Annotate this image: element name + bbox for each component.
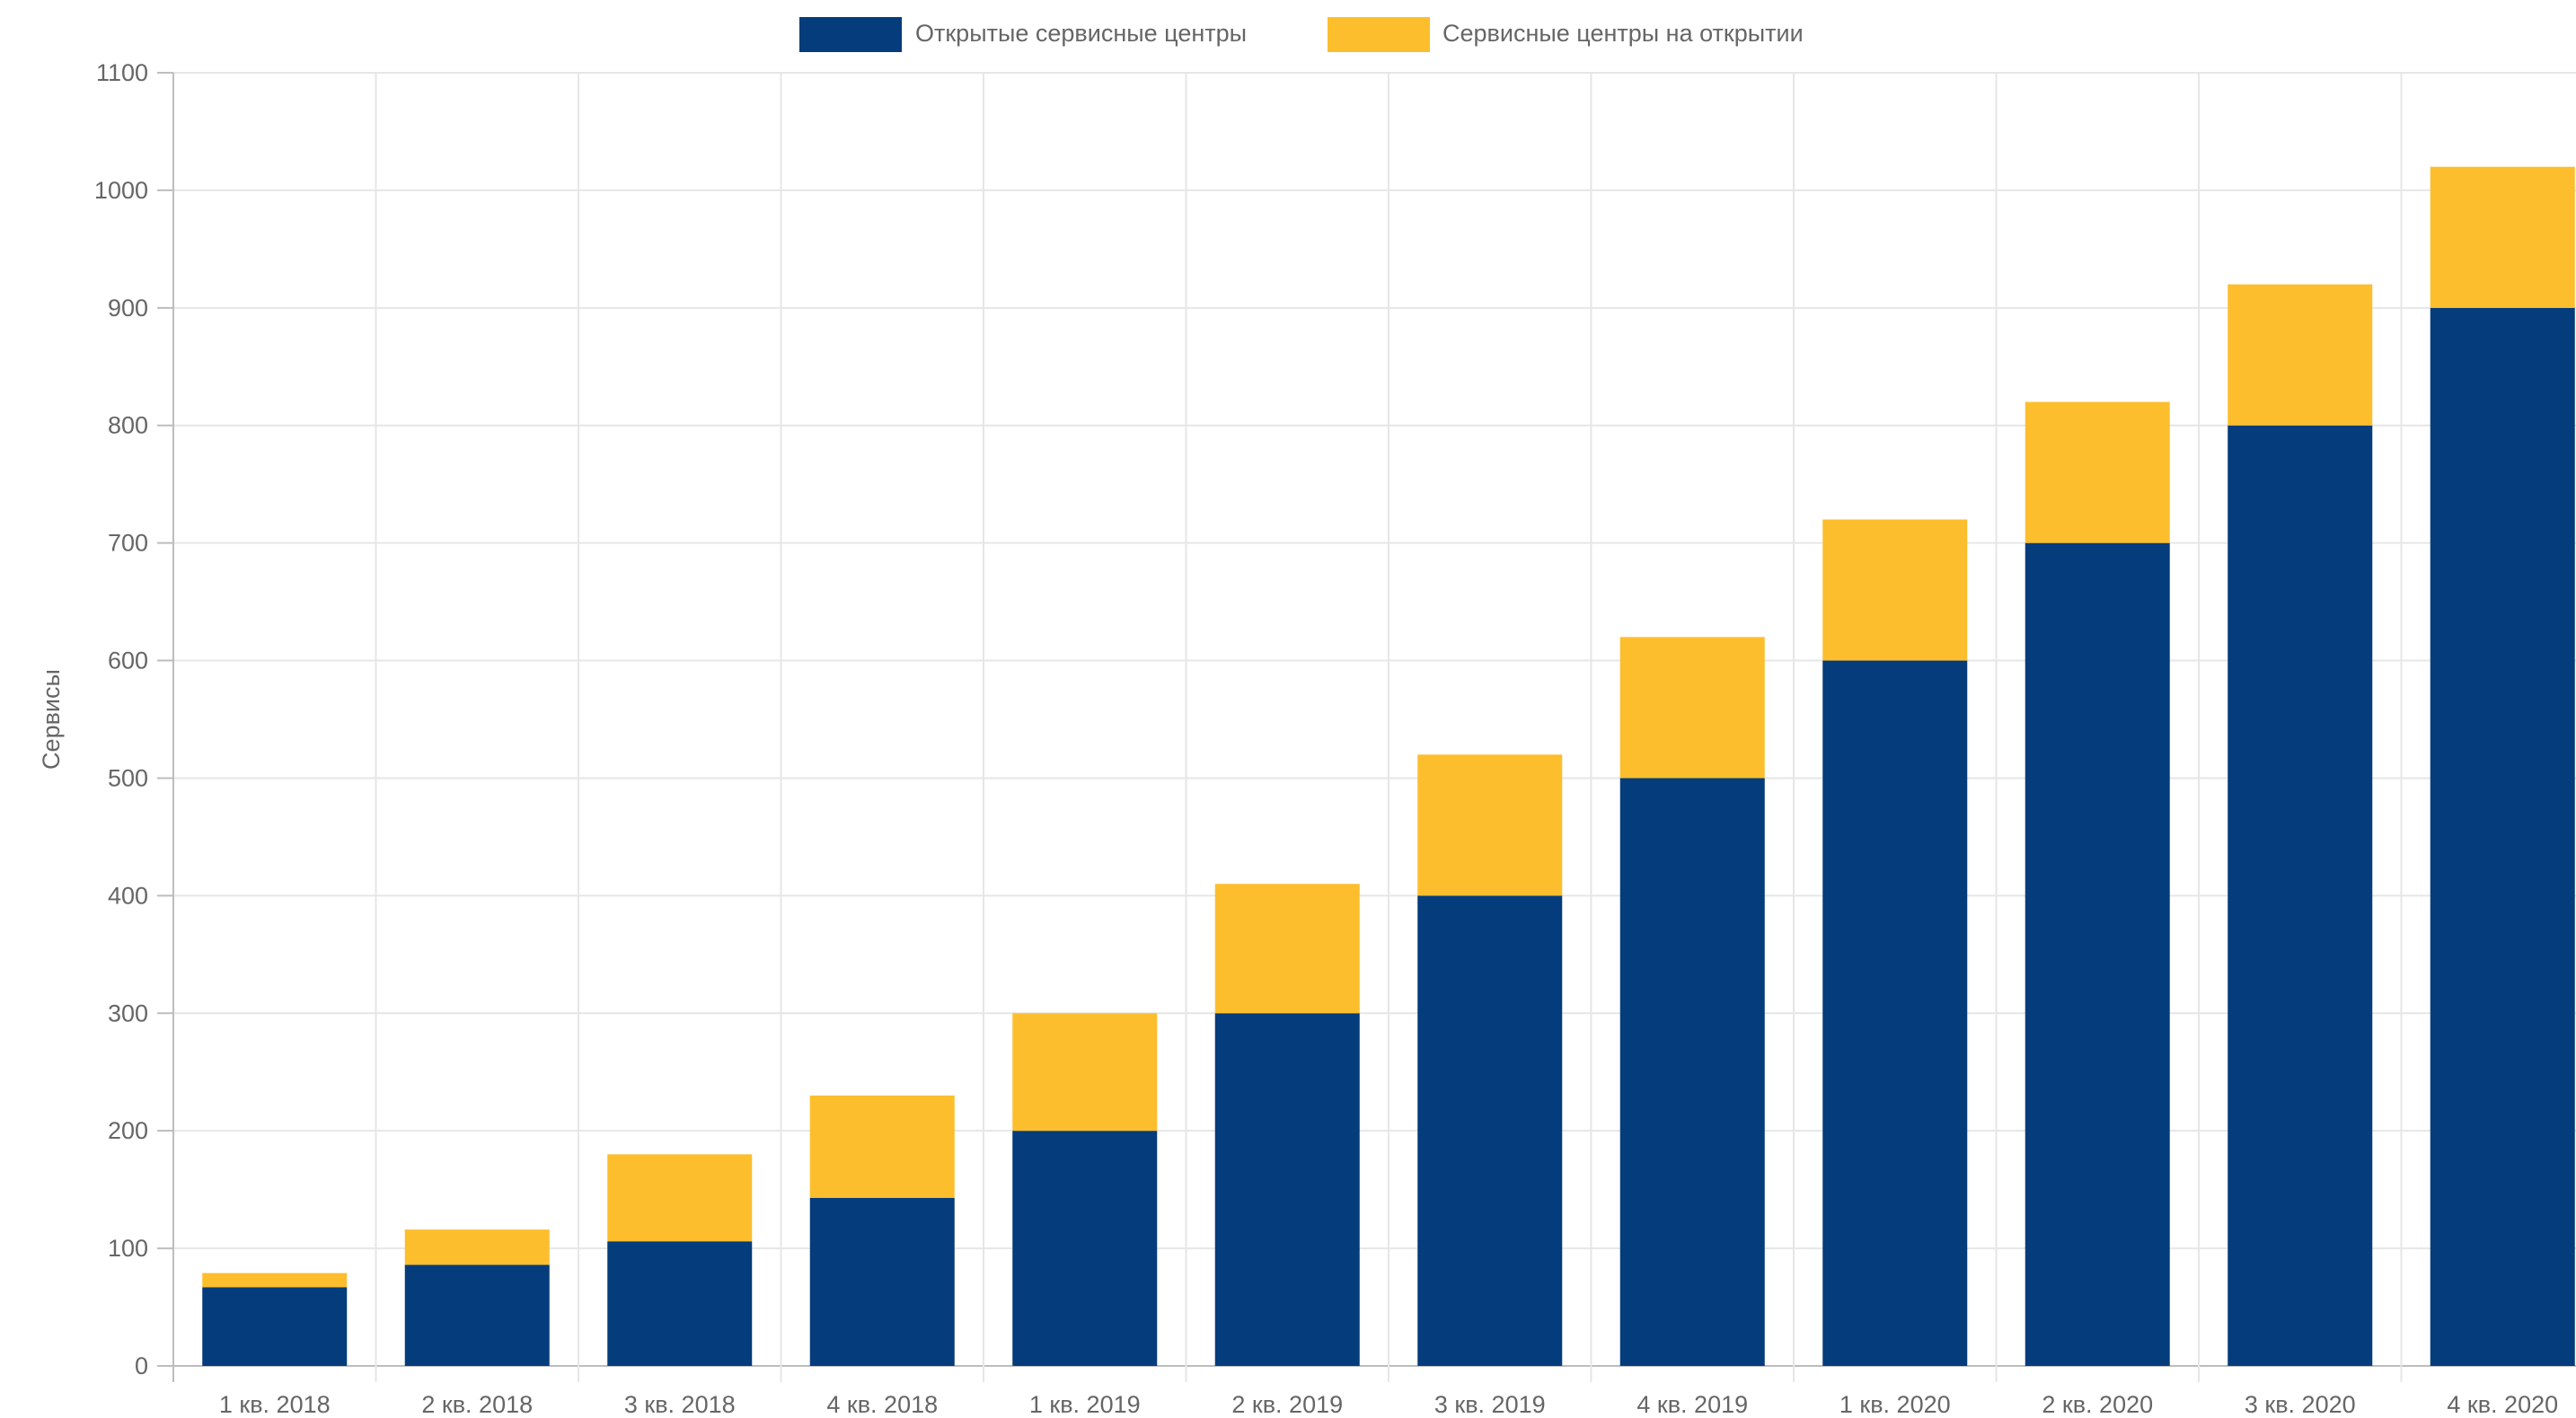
y-tick-label: 1000 <box>94 177 148 204</box>
legend[interactable]: Открытые сервисные центры Сервисные центр… <box>799 17 1804 52</box>
y-tick-label: 900 <box>108 295 148 321</box>
x-tick-label: 3 кв. 2019 <box>1434 1391 1546 1418</box>
y-tick-label: 500 <box>108 764 148 791</box>
x-tick-label: 3 кв. 2018 <box>624 1391 736 1418</box>
bar-segment-open[interactable] <box>1619 778 1765 1366</box>
y-tick-label: 1100 <box>96 59 148 86</box>
y-tick-label: 600 <box>108 647 148 674</box>
x-tick-label: 4 кв. 2020 <box>2447 1391 2558 1418</box>
bar-segment-opening[interactable] <box>1822 519 1968 661</box>
bar-segment-open[interactable] <box>404 1264 550 1366</box>
bar-segment-open[interactable] <box>2025 542 2170 1366</box>
y-tick-label: 300 <box>108 1000 148 1026</box>
x-tick-label: 1 кв. 2018 <box>219 1391 331 1418</box>
bar-segment-open[interactable] <box>607 1241 753 1366</box>
legend-item-opening[interactable]: Сервисные центры на открытии <box>1328 17 1804 52</box>
bar-segment-opening[interactable] <box>202 1273 348 1288</box>
bar-segment-open[interactable] <box>202 1287 348 1366</box>
bar-segment-open[interactable] <box>1822 660 1968 1366</box>
bar-segment-open[interactable] <box>1012 1131 1158 1366</box>
legend-label: Сервисные центры на открытии <box>1442 20 1804 47</box>
bar-segment-open[interactable] <box>1417 895 1563 1366</box>
bar-segment-open[interactable] <box>809 1197 955 1366</box>
bar-segment-opening[interactable] <box>1012 1013 1158 1132</box>
bar-segment-opening[interactable] <box>2228 284 2373 426</box>
grid-layer <box>172 72 2576 1382</box>
y-tick-label: 700 <box>108 530 148 557</box>
y-tick-label: 800 <box>108 412 148 439</box>
x-tick-label: 2 кв. 2018 <box>421 1391 533 1418</box>
legend-swatch <box>1328 17 1430 52</box>
x-tick-label: 1 кв. 2019 <box>1029 1391 1141 1418</box>
bar-segment-opening[interactable] <box>404 1229 550 1265</box>
bar-segment-open[interactable] <box>1214 1013 1360 1366</box>
bar-segment-open[interactable] <box>2430 307 2575 1367</box>
bars-layer <box>202 166 2575 1367</box>
bar-segment-opening[interactable] <box>809 1095 955 1198</box>
legend-swatch <box>799 17 902 52</box>
legend-item-open[interactable]: Открытые сервисные центры <box>799 17 1247 52</box>
bar-segment-opening[interactable] <box>2025 401 2170 543</box>
x-tick-label: 2 кв. 2019 <box>1231 1391 1343 1418</box>
x-tick-label: 4 кв. 2018 <box>826 1391 938 1418</box>
legend-label: Открытые сервисные центры <box>915 20 1247 47</box>
axes-layer: 0 100 200 300 400 500 600 700 800 900 1000 1100 1 кв… <box>94 59 2558 1418</box>
x-tick-label: 2 кв. 2020 <box>2042 1391 2153 1418</box>
y-tick-label: 400 <box>108 882 148 909</box>
y-axis-title: Сервисы <box>38 669 65 770</box>
bar-segment-opening[interactable] <box>1214 884 1360 1014</box>
bar-segment-open[interactable] <box>2228 425 2373 1366</box>
x-tick-label: 1 кв. 2020 <box>1839 1391 1951 1418</box>
bar-segment-opening[interactable] <box>2430 166 2575 308</box>
x-tick-label: 3 кв. 2020 <box>2245 1391 2356 1418</box>
bar-segment-opening[interactable] <box>1619 637 1765 779</box>
bar-segment-opening[interactable] <box>1417 754 1563 896</box>
y-tick-label: 0 <box>135 1352 148 1379</box>
x-tick-label: 4 кв. 2019 <box>1636 1391 1748 1418</box>
bar-segment-opening[interactable] <box>607 1154 753 1242</box>
y-tick-label: 200 <box>108 1117 148 1144</box>
y-tick-label: 100 <box>108 1235 148 1262</box>
